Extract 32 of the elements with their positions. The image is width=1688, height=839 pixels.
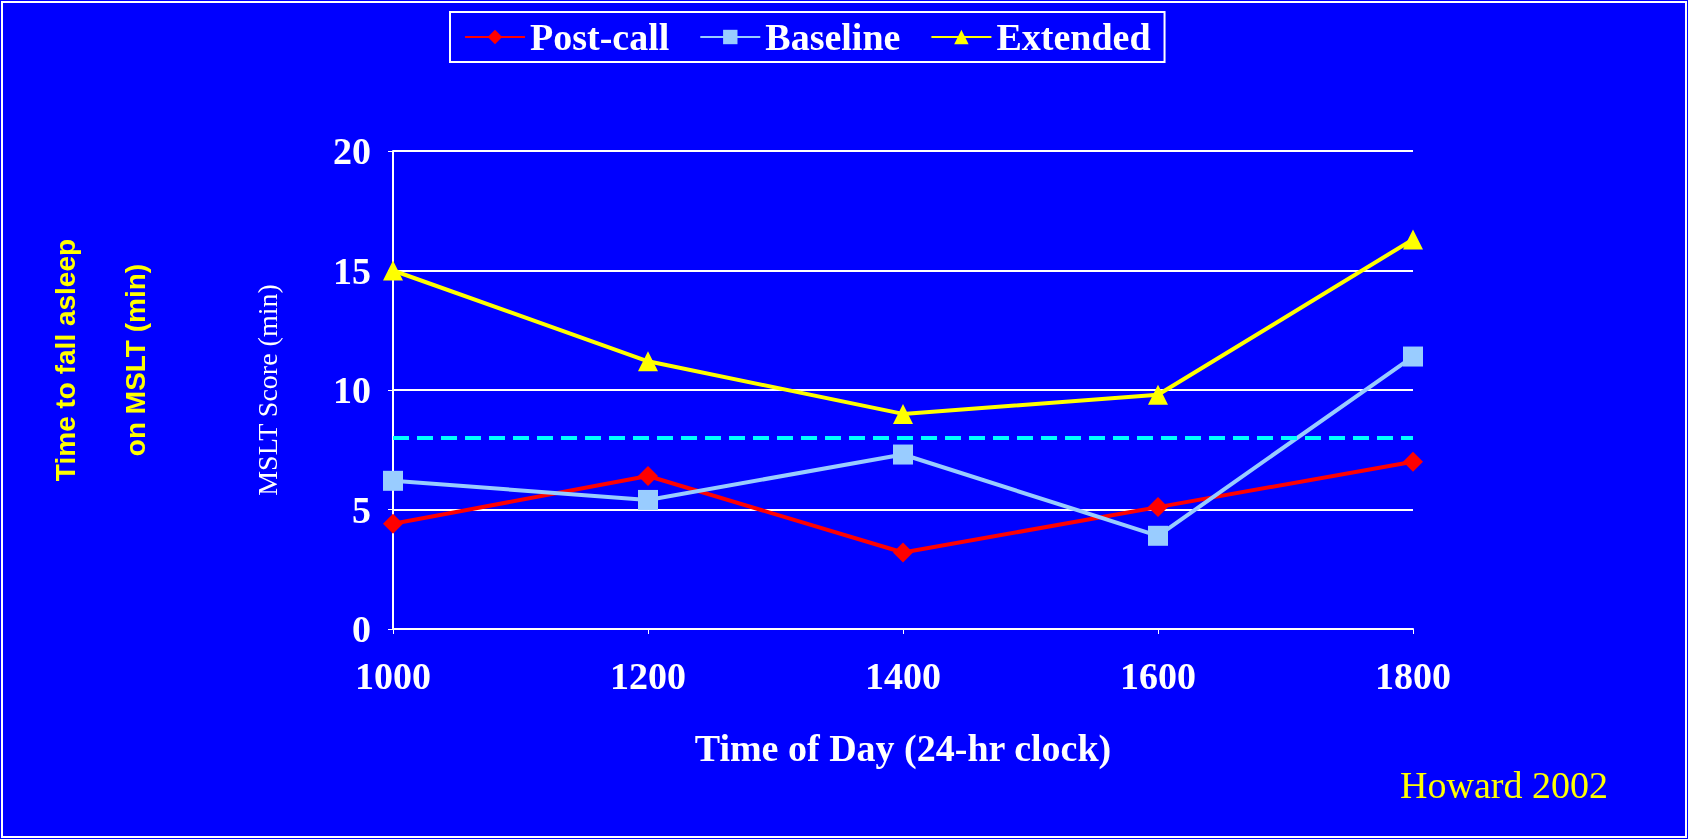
point — [638, 489, 658, 510]
x-axis-title: Time of Day (24-hr clock) — [694, 727, 1112, 770]
point — [638, 351, 658, 372]
y-tick-label: 5 — [352, 488, 371, 531]
y-tick-label: 20 — [333, 130, 371, 172]
point — [638, 466, 658, 487]
point — [383, 470, 403, 491]
point — [1148, 525, 1168, 546]
y-axis-title: MSLT Score (min) — [251, 284, 283, 496]
x-tick-label: 1600 — [1120, 655, 1196, 697]
y-tick-label: 10 — [333, 369, 371, 411]
text: Howard 2002 — [1400, 764, 1608, 806]
point — [893, 444, 913, 465]
point — [1403, 346, 1423, 367]
y-tick-label: 0 — [352, 608, 371, 650]
point — [383, 260, 403, 281]
x-tick-label: 1200 — [610, 655, 686, 697]
legend-label: Post-call — [530, 16, 670, 58]
x-tick-label: 1800 — [1375, 655, 1451, 697]
point — [1148, 384, 1168, 405]
x-tick-label: 1400 — [865, 655, 941, 697]
text: Time to fall asleep on MSLT (min) — [49, 238, 151, 482]
y-tick-label: 15 — [333, 249, 371, 292]
point — [1148, 497, 1168, 518]
point — [383, 513, 403, 534]
point — [893, 403, 913, 424]
legend-label: Baseline — [765, 16, 901, 58]
point — [1403, 451, 1423, 472]
point — [1403, 229, 1423, 250]
point — [893, 542, 913, 563]
legend-label: Extended — [996, 16, 1151, 58]
x-tick-label: 1000 — [355, 655, 431, 697]
